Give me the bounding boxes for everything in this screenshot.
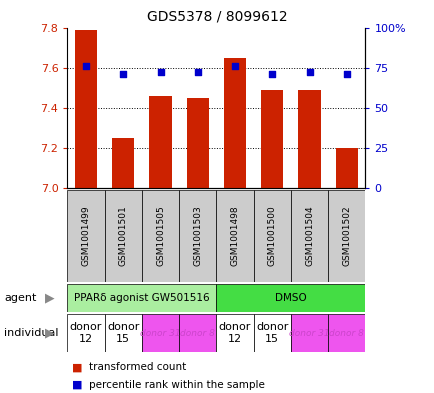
Bar: [141, 314, 179, 352]
Bar: [327, 314, 365, 352]
Text: donor 8: donor 8: [180, 329, 215, 338]
Bar: [216, 314, 253, 352]
Bar: [186, 98, 208, 188]
Point: [119, 71, 126, 77]
Bar: [298, 90, 320, 188]
Bar: [224, 58, 246, 188]
Text: percentile rank within the sample: percentile rank within the sample: [89, 380, 264, 390]
Text: ▶: ▶: [45, 327, 55, 340]
Text: PPARδ agonist GW501516: PPARδ agonist GW501516: [74, 293, 209, 303]
Text: donor 31: donor 31: [140, 329, 181, 338]
Text: donor
12: donor 12: [70, 322, 102, 344]
Bar: [75, 29, 97, 188]
Text: GSM1001504: GSM1001504: [304, 206, 313, 266]
Text: GSM1001503: GSM1001503: [193, 206, 202, 266]
Text: GSM1001502: GSM1001502: [342, 206, 351, 266]
Bar: [105, 190, 141, 282]
Text: agent: agent: [4, 293, 36, 303]
Bar: [112, 138, 134, 188]
Text: donor 31: donor 31: [289, 329, 329, 338]
Bar: [260, 90, 283, 188]
Point: [231, 63, 238, 69]
Text: GSM1001500: GSM1001500: [267, 206, 276, 266]
Point: [342, 71, 349, 77]
Bar: [216, 190, 253, 282]
Bar: [327, 190, 365, 282]
Text: GSM1001505: GSM1001505: [156, 206, 164, 266]
Bar: [67, 190, 105, 282]
Text: GDS5378 / 8099612: GDS5378 / 8099612: [147, 10, 287, 24]
Bar: [253, 314, 290, 352]
Text: GSM1001499: GSM1001499: [81, 206, 90, 266]
Bar: [290, 190, 327, 282]
Bar: [141, 190, 179, 282]
Bar: [179, 190, 216, 282]
Text: donor
15: donor 15: [107, 322, 139, 344]
Text: donor
15: donor 15: [256, 322, 288, 344]
Text: GSM1001498: GSM1001498: [230, 206, 239, 266]
Text: donor 8: donor 8: [329, 329, 363, 338]
Point: [157, 69, 164, 75]
Bar: [149, 95, 171, 188]
Text: ■: ■: [72, 362, 82, 373]
Text: GSM1001501: GSM1001501: [118, 206, 128, 266]
Bar: [253, 190, 290, 282]
Bar: [335, 148, 357, 188]
Text: ▶: ▶: [45, 292, 55, 305]
Text: individual: individual: [4, 328, 59, 338]
Bar: [179, 314, 216, 352]
Text: ■: ■: [72, 380, 82, 390]
Bar: [216, 284, 365, 312]
Bar: [105, 314, 141, 352]
Bar: [67, 314, 105, 352]
Text: DMSO: DMSO: [274, 293, 306, 303]
Point: [306, 69, 312, 75]
Bar: [67, 284, 216, 312]
Bar: [290, 314, 327, 352]
Point: [194, 69, 201, 75]
Text: transformed count: transformed count: [89, 362, 186, 373]
Point: [268, 71, 275, 77]
Point: [82, 63, 89, 69]
Text: donor
12: donor 12: [218, 322, 251, 344]
